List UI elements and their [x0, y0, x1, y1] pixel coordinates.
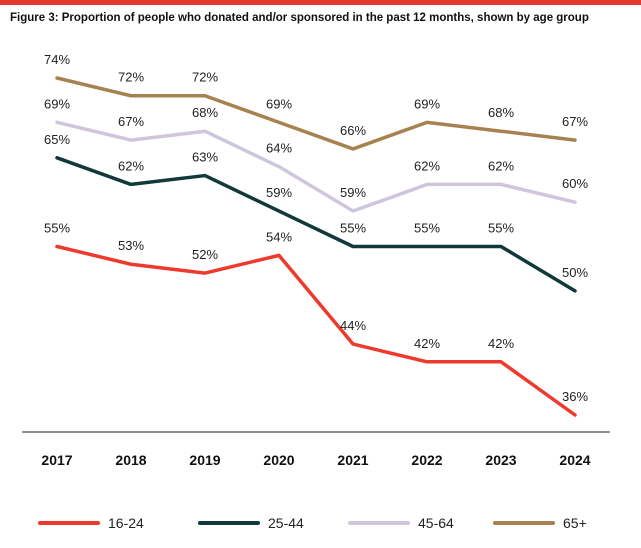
data-label: 42%: [414, 336, 440, 351]
series-line-45-64: [55, 120, 577, 213]
data-label: 74%: [44, 52, 70, 67]
data-label: 69%: [414, 96, 440, 111]
x-tick-label: 2017: [41, 452, 72, 468]
data-label: 68%: [488, 105, 514, 120]
data-label: 72%: [118, 70, 144, 85]
x-tick-label: 2023: [485, 452, 516, 468]
data-label: 50%: [562, 265, 588, 280]
data-label: 59%: [340, 185, 366, 200]
data-label: 36%: [562, 389, 588, 404]
legend-label: 16-24: [108, 515, 144, 531]
data-label: 42%: [488, 336, 514, 351]
data-label: 59%: [266, 185, 292, 200]
top-accent-rule: [0, 0, 641, 5]
data-label: 72%: [192, 70, 218, 85]
x-tick-label: 2022: [411, 452, 442, 468]
data-label: 68%: [192, 105, 218, 120]
legend-label: 45-64: [418, 515, 454, 531]
x-tick-label: 2024: [559, 452, 590, 468]
data-label: 64%: [266, 141, 292, 156]
data-label: 69%: [266, 96, 292, 111]
x-tick-label: 2021: [337, 452, 368, 468]
data-label: 55%: [414, 221, 440, 236]
series-line-25-44: [55, 156, 577, 293]
series-line-65+: [55, 76, 577, 151]
data-label: 44%: [340, 318, 366, 333]
data-label: 69%: [44, 96, 70, 111]
data-label: 52%: [192, 247, 218, 262]
data-label: 66%: [340, 123, 366, 138]
data-label: 55%: [44, 221, 70, 236]
x-tick-label: 2018: [115, 452, 146, 468]
data-label: 67%: [562, 114, 588, 129]
x-tick-label: 2020: [263, 452, 294, 468]
legend-label: 25-44: [268, 515, 304, 531]
data-label: 62%: [414, 158, 440, 173]
data-label: 67%: [118, 114, 144, 129]
data-label: 54%: [266, 229, 292, 244]
x-tick-label: 2019: [189, 452, 220, 468]
data-label: 53%: [118, 238, 144, 253]
data-label: 63%: [192, 150, 218, 165]
data-label: 62%: [118, 158, 144, 173]
data-label: 60%: [562, 176, 588, 191]
series-line-16-24: [55, 244, 577, 417]
data-label: 65%: [44, 132, 70, 147]
chart-title: Figure 3: Proportion of people who donat…: [10, 12, 589, 24]
data-label: 55%: [488, 221, 514, 236]
legend-label: 65+: [563, 515, 587, 531]
data-label: 55%: [340, 221, 366, 236]
data-label: 62%: [488, 158, 514, 173]
